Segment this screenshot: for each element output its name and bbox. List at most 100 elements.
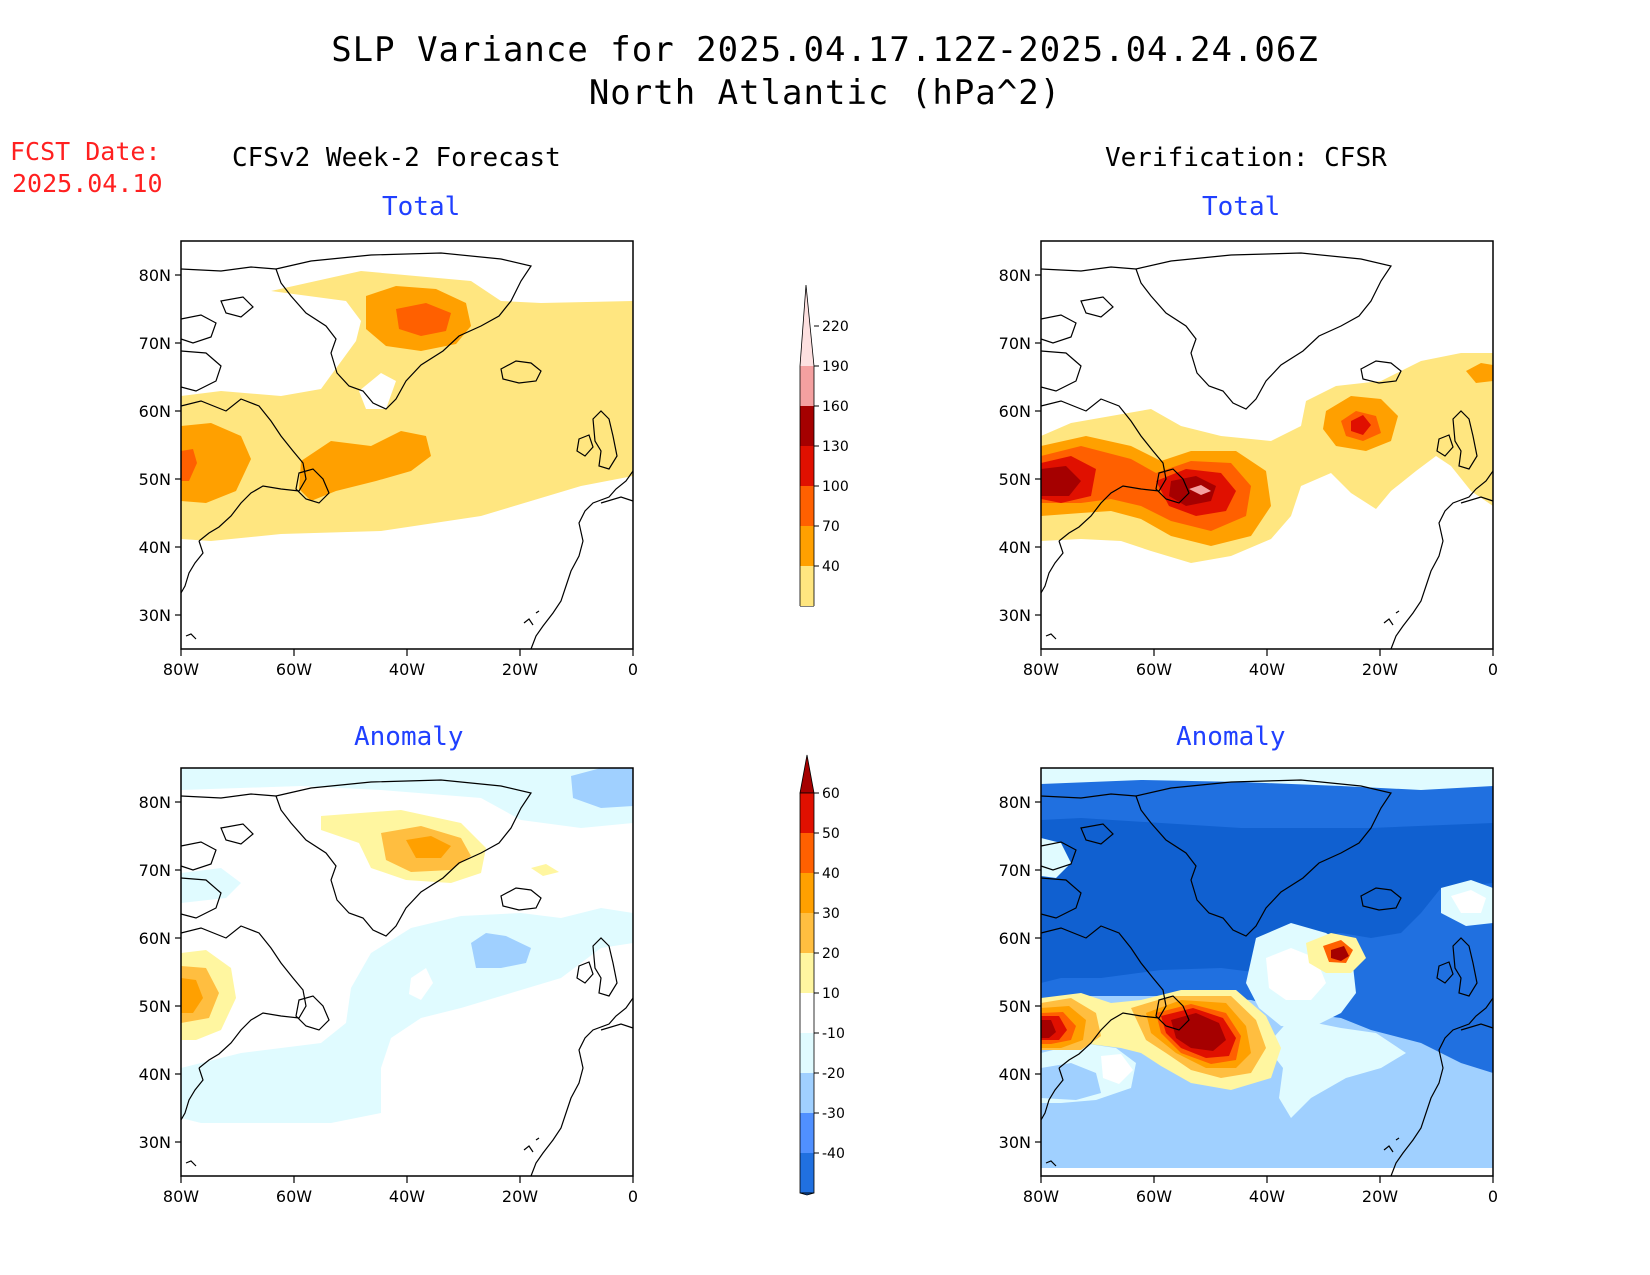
verification-total-lat-label: 80N [999, 266, 1031, 285]
colorbar-anomaly-label: -20 [822, 1066, 845, 1082]
colorbar-anomaly-box [800, 833, 814, 873]
colorbar-total-box [800, 446, 814, 486]
colorbar-total: 40 70 100 130 160 190 220 [799, 284, 849, 607]
forecast-anomaly-title: Anomaly [354, 722, 464, 752]
verification-total-map [1040, 240, 1494, 650]
forecast-total-lon-label: 40W [389, 660, 425, 679]
forecast-total-lon-label: 60W [276, 660, 312, 679]
forecast-anomaly-lat-label: 50N [139, 997, 171, 1016]
forecast-anomaly-shade-neg10-left [181, 868, 241, 903]
forecast-total-lat-label: 60N [139, 402, 171, 421]
verification-anomaly-lat-label: 70N [999, 861, 1031, 880]
forecast-column-title: CFSv2 Week-2 Forecast [232, 143, 561, 173]
colorbar-total-box [800, 526, 814, 566]
forecast-total-map [180, 240, 634, 650]
forecast-total-lat-label: 50N [139, 470, 171, 489]
colorbar-total-label: 130 [822, 439, 849, 455]
verification-anomaly-shade-pos60-left [1041, 1020, 1056, 1038]
colorbar-total-label: 70 [822, 519, 840, 535]
forecast-total-shade-40 [181, 271, 633, 541]
colorbar-total-label: 220 [822, 319, 849, 335]
colorbar-anomaly-label: -30 [822, 1106, 845, 1122]
colorbar-total-label: 190 [822, 359, 849, 375]
verification-anomaly-lat-label: 60N [999, 929, 1031, 948]
verification-total-lat-label: 70N [999, 334, 1031, 353]
forecast-anomaly-shade-pos30-left [181, 978, 203, 1013]
verification-total-lat-label: 60N [999, 402, 1031, 421]
verification-anomaly-shade-neg10-c [1266, 1018, 1406, 1118]
forecast-anomaly-lon-label: 60W [276, 1187, 312, 1206]
verification-anomaly-lon-label: 80W [1023, 1187, 1059, 1206]
forecast-anomaly-lon-label: 0 [628, 1187, 638, 1206]
verification-anomaly-lon-label: 20W [1362, 1187, 1398, 1206]
colorbar-total-box [800, 566, 814, 606]
verification-total-shade-130-c [1351, 415, 1371, 435]
forecast-anomaly-lat-label: 70N [139, 861, 171, 880]
forecast-total-lon-label: 0 [628, 660, 638, 679]
page-subtitle: North Atlantic (hPa^2) [588, 73, 1062, 113]
colorbar-total-label: 160 [822, 399, 849, 415]
colorbar-anomaly-label: 60 [822, 786, 840, 802]
verification-total-lat-label: 50N [999, 470, 1031, 489]
verification-total-lon-label: 20W [1362, 660, 1398, 679]
verification-anomaly-lat-label: 80N [999, 793, 1031, 812]
verification-column-title: Verification: CFSR [1105, 143, 1387, 173]
colorbar-anomaly-box [800, 1113, 814, 1153]
verification-anomaly-shade-pos60 [1171, 1013, 1226, 1051]
page-title: SLP Variance for 2025.04.17.12Z-2025.04.… [331, 30, 1319, 70]
verification-total-shade-190 [1189, 485, 1211, 495]
forecast-total-shade-70-left [181, 423, 251, 503]
colorbar-anomaly-label: -10 [822, 1026, 845, 1042]
forecast-anomaly-shade-neg10-top [181, 768, 633, 828]
verification-total-lon-label: 40W [1249, 660, 1285, 679]
forecast-anomaly-map [180, 767, 634, 1177]
verification-total-lon-label: 80W [1023, 660, 1059, 679]
forecast-anomaly-lat-label: 80N [139, 793, 171, 812]
verification-total-lon-label: 60W [1136, 660, 1172, 679]
colorbar-anomaly-box [800, 913, 814, 953]
forecast-anomaly-lat-label: 40N [139, 1065, 171, 1084]
forecast-total-shade-70-mid [299, 431, 431, 501]
colorbar-anomaly-box [800, 1153, 814, 1193]
forecast-total-lon-label: 20W [502, 660, 538, 679]
colorbar-total-label: 100 [822, 479, 849, 495]
verification-anomaly-lon-label: 60W [1136, 1187, 1172, 1206]
verification-total-lat-label: 30N [999, 606, 1031, 625]
forecast-total-lat-label: 30N [139, 606, 171, 625]
colorbar-anomaly-upper-extension [799, 754, 815, 794]
verification-anomaly-lon-label: 0 [1488, 1187, 1498, 1206]
forecast-total-lat-label: 80N [139, 266, 171, 285]
colorbar-total-box [800, 366, 814, 406]
verification-anomaly-shade-neg40 [1041, 818, 1493, 983]
verification-anomaly-shade-neg10 [1041, 768, 1493, 790]
verification-anomaly-lat-label: 30N [999, 1133, 1031, 1152]
colorbar-anomaly-box [800, 793, 814, 833]
colorbar-anomaly-box [800, 1033, 814, 1073]
colorbar-anomaly-label: 10 [822, 986, 840, 1002]
forecast-anomaly-lat-label: 60N [139, 929, 171, 948]
colorbar-anomaly-label: 20 [822, 946, 840, 962]
verification-total-lat-label: 40N [999, 538, 1031, 557]
verification-anomaly-lat-label: 40N [999, 1065, 1031, 1084]
axes-layer: 80N 70N 60N 50N 40N 30N 80W 60W 40W 20W 0 80N 70N 60N… [139, 266, 1498, 1206]
verification-anomaly-lat-label: 50N [999, 997, 1031, 1016]
forecast-total-shade-100-left [181, 449, 197, 481]
verification-total-title: Total [1202, 192, 1281, 222]
colorbar-anomaly-box [800, 1073, 814, 1113]
colorbar-anomaly-label: 40 [822, 866, 840, 882]
colorbar-total-box [800, 406, 814, 446]
verification-anomaly-shade-pos60-b [1331, 946, 1349, 961]
colorbar-anomaly-label: 50 [822, 826, 840, 842]
forecast-total-shade-100 [396, 303, 451, 336]
colorbar-total-box [800, 486, 814, 526]
colorbar-total-label: 40 [822, 559, 840, 575]
forecast-anomaly-shade-pos10-b [531, 864, 559, 876]
colorbar-anomaly-box [800, 993, 814, 1033]
verification-total-shade-160-b [1169, 476, 1216, 506]
colorbar-anomaly-label: 30 [822, 906, 840, 922]
forecast-total-title: Total [382, 192, 461, 222]
colorbar-anomaly: 60 50 40 30 20 10 -10 -20 -30 -40 [799, 754, 845, 1196]
verification-anomaly-lon-label: 40W [1249, 1187, 1285, 1206]
colorbar-total-upper-extension [800, 285, 814, 366]
